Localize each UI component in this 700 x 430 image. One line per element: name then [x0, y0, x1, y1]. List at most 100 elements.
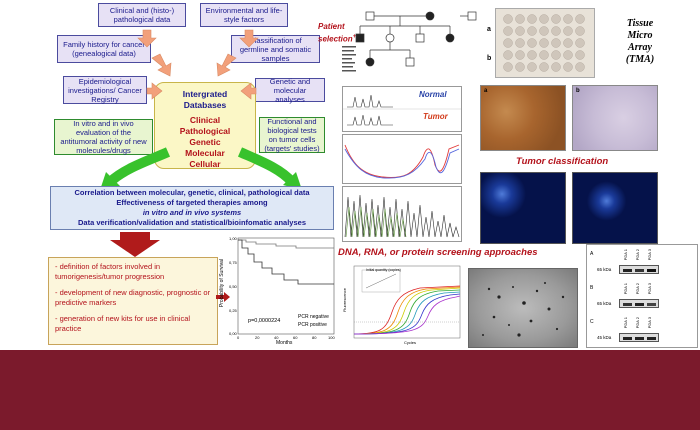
databases-sub-molecular: Molecular — [185, 148, 225, 158]
green-arrow-right-icon — [237, 147, 296, 186]
arrow-left-icon — [240, 82, 257, 100]
outcome-item-3: - generation of new kits for use in clin… — [55, 314, 191, 333]
survival-ylabel: Probability of Survival — [219, 259, 225, 308]
western-lane-a1: PDA 1 — [623, 249, 628, 261]
box-clinical-data: Clinical and (histo-) pathological data — [98, 3, 186, 27]
patient-selection-mark: + — [352, 34, 357, 40]
tumor-classification-label: Tumor classification — [516, 156, 609, 167]
western-kda-a: 65 kDa — [597, 267, 612, 272]
sequence-normal-label: Normal — [419, 90, 447, 99]
correlation-line-2: Effectiveness of targeted therapies amon… — [116, 198, 268, 207]
arrow-diag-topleft-icon — [151, 53, 172, 77]
ihc-label-a: a — [484, 88, 488, 94]
pcr-curves — [353, 265, 461, 339]
western-blot-panel: A B C 65 kDa 65 kDa 45 kDa PDA 1 PDA 2 P… — [586, 244, 698, 348]
fluorescence-image-1 — [480, 172, 566, 244]
western-kda-c: 45 kDa — [597, 335, 612, 340]
survival-xtick-4: 60 — [293, 335, 298, 340]
databases-sub-pathological: Pathological — [179, 126, 231, 136]
survival-legend-negative: PCR negative — [298, 314, 329, 320]
survival-xtick-3: 40 — [274, 335, 279, 340]
western-row-label-b: B — [590, 285, 594, 291]
arrow-diag-topright-icon — [216, 53, 237, 77]
red-down-arrow-icon — [110, 232, 160, 257]
survival-xtick-6: 100 — [328, 335, 335, 340]
outcome-item-2: - development of new diagnostic, prognos… — [55, 288, 211, 307]
survival-chart: Probability of Survival 1,00 0,75 0,50 0… — [219, 234, 339, 347]
pcr-inset-title: Initial quantity (copies) — [366, 268, 401, 272]
survival-xlabel: Months — [276, 340, 293, 346]
survival-ytick-2: 0,75 — [229, 260, 237, 265]
western-lane-c2: PDA 2 — [635, 317, 640, 329]
databases-title-1: Intergrated — [182, 89, 228, 99]
box-genetic-analyses: Genetic and molecular analyses — [255, 77, 325, 104]
survival-xtick-1: 0 — [237, 335, 240, 340]
survival-ytick-5: 0,00 — [229, 331, 237, 336]
survival-ytick-4: 0,25 — [229, 308, 237, 313]
tma-image — [495, 8, 595, 78]
survival-ytick-1: 1,00 — [229, 236, 237, 241]
screening-label: DNA, RNA, or protein screening approache… — [338, 247, 538, 258]
patient-selection-text: Patient selection — [318, 22, 353, 44]
outcome-arrow — [216, 292, 230, 302]
pedigree-diagram — [342, 11, 477, 72]
databases-sub-genetic: Genetic — [189, 137, 221, 147]
western-row-label-c: C — [590, 319, 594, 325]
survival-pvalue: p=0,0000224 — [248, 318, 281, 324]
correlation-box: Correlation between molecular, genetic, … — [50, 186, 334, 230]
sequencing-traces — [343, 94, 461, 126]
tma-cores — [503, 14, 585, 72]
western-lane-b3: PDA 3 — [647, 283, 652, 295]
correlation-line-4: Data verification/validation and statist… — [78, 218, 306, 227]
sequencing-panel: Normal Tumor — [342, 86, 462, 132]
western-blot-c — [619, 333, 659, 342]
western-lane-a3: PDA 3 — [647, 249, 652, 261]
survival-plot — [237, 237, 335, 335]
box-environmental-factors: Environmental and life-style factors — [200, 3, 288, 27]
green-arrow-left-icon — [106, 147, 171, 186]
arrow-right-icon — [146, 82, 163, 100]
box-invitro-evaluation: In vitro and in vivo evaluation of the a… — [54, 119, 153, 155]
chromatogram-traces — [344, 194, 460, 238]
tma-title-4: (TMA) — [625, 54, 655, 65]
outcome-item-1: - definition of factors involved in tumo… — [55, 262, 165, 281]
footer-band — [0, 350, 700, 430]
outcomes-box: - definition of factors involved in tumo… — [48, 257, 218, 345]
melt-curves — [344, 144, 460, 179]
box-functional-tests: Functional and biological tests on tumor… — [259, 117, 325, 153]
survival-xtick-5: 80 — [312, 335, 317, 340]
survival-xtick-2: 20 — [255, 335, 260, 340]
western-blot-a — [619, 265, 659, 274]
western-lane-b1: PDA 1 — [623, 283, 628, 295]
survival-legend-positive: PCR positive — [298, 322, 327, 328]
tma-label-a: a — [487, 26, 491, 33]
box-epidemiological: Epidemiological investigations/ Cancer R… — [63, 76, 147, 104]
sequence-tumor-label: Tumor — [423, 112, 448, 121]
survival-ytick-3: 0,50 — [229, 284, 237, 289]
tma-title-1: Tissue — [626, 18, 654, 29]
ihc-image-a: a — [480, 85, 566, 151]
chromatogram-panel — [342, 186, 462, 242]
databases-sub-clinical: Clinical — [189, 115, 221, 125]
ihc-label-b: b — [576, 88, 580, 94]
western-blot-b — [619, 299, 659, 308]
gel-spots — [482, 282, 565, 337]
pcr-amplification-chart: Initial quantity (copies) Cycles Fluores… — [340, 262, 464, 348]
pcr-xlabel: Cycles — [404, 340, 417, 345]
databases-sub-cellular: Cellular — [189, 159, 221, 169]
box-sample-classification: Classification of germline and somatic s… — [231, 35, 320, 63]
patient-selection-label: Patient selection+ — [318, 22, 362, 45]
western-lane-c1: PDA 1 — [623, 317, 628, 329]
tma-label-b: b — [487, 55, 492, 62]
melt-curve-panel — [342, 134, 462, 184]
fluorescence-image-2 — [572, 172, 658, 244]
western-lane-b2: PDA 2 — [635, 283, 640, 295]
flow-diagram: Clinical and (histo-) pathological data … — [0, 0, 335, 350]
2d-gel-image — [468, 268, 578, 348]
ihc-image-b: b — [572, 85, 658, 151]
tma-title-3: Array — [628, 42, 652, 53]
correlation-line-3: in vitro and in vivo systems — [142, 208, 242, 217]
flow-arrows — [100, 29, 302, 257]
western-kda-b: 65 kDa — [597, 301, 612, 306]
tma-title: Tissue Micro Array (TMA) — [604, 18, 676, 66]
